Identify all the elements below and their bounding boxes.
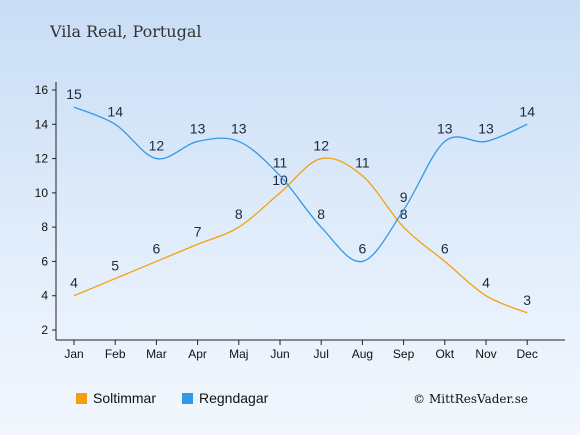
y-tick-label: 2 [41,323,48,337]
data-label-soltimmar: 8 [235,206,243,222]
series-line-regndagar [73,106,528,263]
legend-label-soltimmar: Soltimmar [93,390,156,406]
legend: Soltimmar Regndagar [76,390,269,406]
y-tick-label: 14 [35,117,49,131]
y-tick-label: 8 [41,220,48,234]
x-tick-label: Maj [229,347,248,361]
x-tick-label: Nov [475,347,496,361]
x-tick-label: Jun [270,347,289,361]
y-tick-label: 16 [35,83,49,97]
data-label-regndagar: 13 [231,120,247,136]
data-label-soltimmar: 7 [194,223,202,239]
data-label-soltimmar: 3 [523,292,531,308]
x-tick-label: Sep [393,347,415,361]
series-line-soltimmar [73,157,528,314]
legend-label-regndagar: Regndagar [199,390,269,406]
data-label-soltimmar: 5 [111,258,119,274]
x-tick-label: Dec [517,347,538,361]
data-label-regndagar: 11 [273,155,288,171]
x-tick-label: Mar [146,347,167,361]
data-label-regndagar: 13 [478,120,494,136]
data-label-regndagar: 14 [107,103,123,119]
axes: 2 4 6 8 10 12 14 16 Jan Feb Mar Apr Maj Jun Jul Aug Sep O… [35,82,565,361]
x-tick-label: Aug [352,347,373,361]
data-label-soltimmar: 4 [482,275,490,291]
legend-swatch-regndagar [182,393,193,404]
y-tick-label: 10 [35,186,49,200]
data-label-soltimmar: 6 [153,240,161,256]
data-label-regndagar: 8 [317,206,325,222]
x-tick-label: Jan [64,347,83,361]
data-label-regndagar: 12 [149,138,165,154]
data-label-regndagar: 13 [437,120,453,136]
data-label-regndagar: 9 [400,189,408,205]
x-tick-label: Okt [435,347,454,361]
data-label-soltimmar: 10 [272,172,288,188]
x-tick-label: Jul [314,347,329,361]
x-tick-label: Apr [188,347,207,361]
y-tick-label: 12 [35,152,49,166]
y-tick-label: 4 [41,289,48,303]
data-label-soltimmar: 12 [313,138,329,154]
data-label-regndagar: 14 [519,103,535,119]
data-label-regndagar: 15 [66,86,82,102]
data-label-regndagar: 6 [359,240,367,256]
chart-title: Vila Real, Portugal [49,22,202,41]
data-label-soltimmar: 11 [355,155,370,171]
plot-area: 4 5 6 7 8 10 12 11 8 6 4 3 15 14 12 13 13 11 8 6 9 13 13 14 [66,86,535,314]
credit-text: © MittResVader.se [413,392,528,406]
x-tick-label: Feb [105,347,126,361]
data-label-soltimmar: 8 [400,206,408,222]
data-label-regndagar: 13 [190,120,206,136]
data-label-soltimmar: 4 [70,275,78,291]
y-tick-label: 6 [41,254,48,268]
legend-swatch-soltimmar [76,393,87,404]
data-label-soltimmar: 6 [441,240,449,256]
